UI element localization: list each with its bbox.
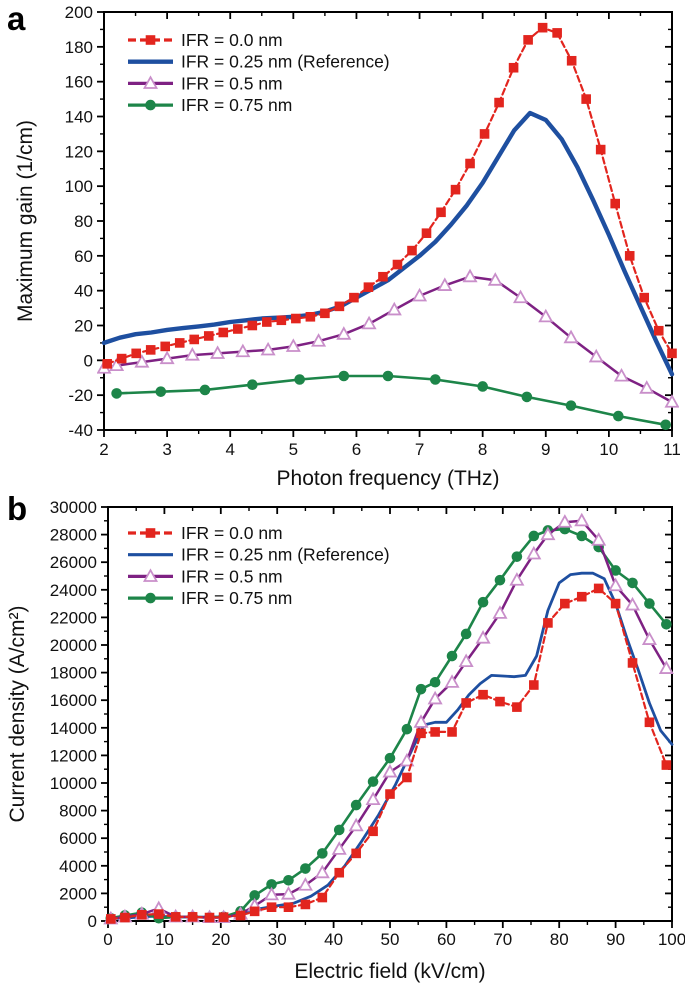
y-tick-label: 18000	[50, 664, 97, 683]
y-axis-label: Maximum gain (1/cm)	[14, 120, 37, 322]
series-ifr-0.0-nm	[102, 22, 677, 369]
legend-label: IFR = 0.25 nm (Reference)	[181, 545, 390, 565]
y-tick-label: 20000	[50, 636, 97, 655]
chart-current-density-vs-electric-field: 0 10 20 30 40 50 60 70 80 90 100 0 2000 4000 6000 8000 1…	[6, 498, 685, 983]
y-tick-label: -20	[68, 386, 93, 405]
x-tick-label: 60	[437, 930, 456, 949]
series-layer	[97, 22, 679, 431]
y-tick-label: 4000	[59, 857, 97, 876]
legend-item: IFR = 0.75 nm	[128, 588, 292, 608]
chart-maximum-gain-vs-photon-frequency: 2 3 4 5 6 7 8 9 10 11 -40 -20 0 20 40 60 80 100 120 140 160 1…	[14, 3, 681, 490]
legend-label: IFR = 0.25 nm (Reference)	[181, 52, 390, 72]
y-tick-label: 26000	[50, 553, 97, 572]
x-tick-label: 4	[225, 440, 234, 459]
x-tick-label: 80	[550, 930, 569, 949]
x-tick-label: 40	[324, 930, 343, 949]
y-tick-label: 100	[65, 177, 93, 196]
x-tick-label: 5	[289, 440, 298, 459]
x-tick-label: 9	[541, 440, 550, 459]
y-tick-label: 6000	[59, 829, 97, 848]
axes	[101, 506, 673, 928]
x-tick-label: 30	[268, 930, 287, 949]
panel-label-b: b	[7, 490, 28, 527]
y-tick-label: 8000	[59, 802, 97, 821]
y-tick-label: 28000	[50, 526, 97, 545]
y-tick-label: 60	[74, 247, 93, 266]
y-tick-label: 12000	[50, 746, 97, 765]
x-tick-label: 8	[478, 440, 487, 459]
y-tick-label: 2000	[59, 884, 97, 903]
x-tick-label: 0	[103, 930, 112, 949]
y-tick-label: -40	[68, 421, 93, 440]
y-tick-label: 160	[65, 73, 93, 92]
x-axis-label: Electric field (kV/cm)	[294, 960, 485, 983]
legend-label: IFR = 0.5 nm	[181, 73, 283, 93]
x-tick-label: 3	[162, 440, 171, 459]
y-tick-label: 16000	[50, 691, 97, 710]
y-tick-label: 0	[88, 912, 97, 931]
y-tick-label: 14000	[50, 719, 97, 738]
legend-label: IFR = 0.5 nm	[181, 566, 283, 586]
legend-item: IFR = 0.0 nm	[128, 523, 283, 543]
y-tick-label: 22000	[50, 608, 97, 627]
legend-item: IFR = 0.25 nm (Reference)	[128, 52, 390, 72]
y-tick-label: 180	[65, 38, 93, 57]
x-tick-label: 70	[493, 930, 512, 949]
x-axis-label: Photon frequency (THz)	[277, 467, 500, 490]
x-tick-label: 7	[415, 440, 424, 459]
x-tick-label: 100	[658, 930, 685, 949]
y-tick-label: 120	[65, 142, 93, 161]
axes	[97, 11, 673, 437]
y-tick-label: 140	[65, 108, 93, 127]
x-tick-label: 6	[352, 440, 361, 459]
series-layer	[103, 512, 674, 925]
y-tick-label: 200	[65, 3, 93, 22]
x-tick-label: 11	[663, 440, 681, 459]
series-ifr-0.25-nm-reference-	[101, 110, 675, 377]
legend-label: IFR = 0.75 nm	[181, 588, 292, 608]
panel-label-a: a	[7, 0, 26, 37]
x-tick-label: 10	[599, 440, 618, 459]
x-tick-label: 90	[606, 930, 625, 949]
series-ifr-0.75-nm	[111, 370, 671, 431]
x-tick-label: 10	[155, 930, 174, 949]
y-axis-label: Current density (A/cm²)	[6, 605, 29, 822]
legend-label: IFR = 0.75 nm	[181, 95, 292, 115]
legend-label: IFR = 0.0 nm	[181, 523, 283, 543]
series-ifr-0.5-nm	[97, 268, 679, 408]
series-ifr-0.25-nm-reference-	[106, 571, 674, 921]
y-tick-label: 0	[84, 351, 93, 370]
legend-label: IFR = 0.0 nm	[181, 30, 283, 50]
y-tick-label: 10000	[50, 774, 97, 793]
tick-labels: 2 3 4 5 6 7 8 9 10 11 -40 -20 0 20 40 60 80 100 120 140 160 1…	[65, 3, 681, 459]
tick-labels: 0 10 20 30 40 50 60 70 80 90 100 0 2000 4000 6000 8000 1…	[50, 498, 685, 949]
series-ifr-0.0-nm	[106, 583, 672, 924]
y-tick-label: 20	[74, 317, 93, 336]
y-tick-label: 80	[74, 212, 93, 231]
y-tick-label: 30000	[50, 498, 97, 517]
legend-item: IFR = 0.25 nm (Reference)	[128, 545, 390, 565]
y-tick-label: 24000	[50, 581, 97, 600]
legend-item: IFR = 0.0 nm	[128, 30, 283, 50]
legend-item: IFR = 0.5 nm	[128, 73, 283, 93]
legend-item: IFR = 0.75 nm	[128, 95, 292, 115]
x-tick-label: 20	[211, 930, 230, 949]
y-tick-label: 40	[74, 282, 93, 301]
x-tick-label: 50	[381, 930, 400, 949]
legend-item: IFR = 0.5 nm	[128, 566, 283, 586]
x-tick-label: 2	[99, 440, 108, 459]
